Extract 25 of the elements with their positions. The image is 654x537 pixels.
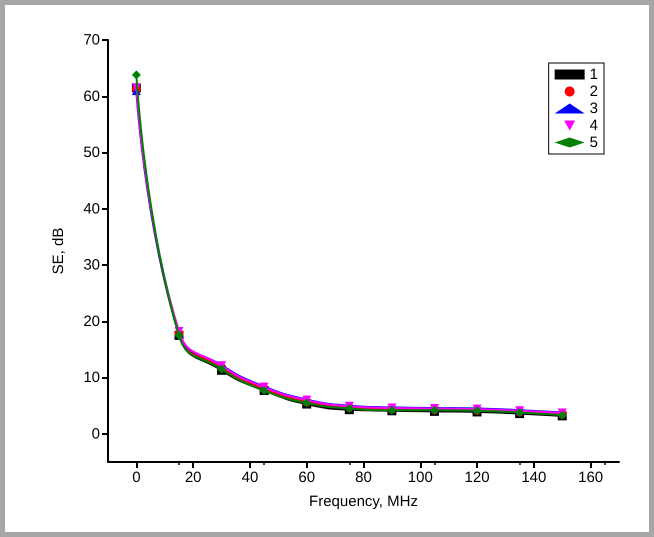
y-tick-label: 50 bbox=[83, 144, 100, 162]
x-tick-label: 140 bbox=[521, 469, 546, 486]
x-tick-label: 80 bbox=[355, 469, 372, 486]
x-tick-label: 40 bbox=[242, 469, 258, 486]
y-tick-label: 20 bbox=[83, 312, 100, 330]
x-tick-label: 0 bbox=[132, 469, 141, 486]
legend-label: 1 bbox=[590, 66, 598, 83]
y-tick-label: 60 bbox=[83, 88, 100, 105]
y-tick-label: 0 bbox=[92, 425, 100, 442]
y-tick-label: 10 bbox=[83, 369, 100, 386]
x-tick-label: 60 bbox=[298, 469, 316, 486]
x-tick-label: 160 bbox=[578, 469, 604, 486]
x-axis-title: Frequency, MHz bbox=[309, 493, 418, 510]
x-tick-label: 100 bbox=[408, 469, 433, 486]
point bbox=[132, 70, 141, 80]
legend-label: 3 bbox=[590, 100, 598, 117]
y-tick-label: 30 bbox=[83, 256, 100, 274]
y-tick-label: 70 bbox=[83, 32, 100, 48]
x-tick-label: 20 bbox=[184, 469, 202, 486]
legend-label: 5 bbox=[590, 134, 598, 151]
y-tick-label: 40 bbox=[83, 200, 100, 218]
legend-label: 4 bbox=[590, 117, 598, 134]
y-axis-title: SE, dB bbox=[50, 228, 67, 274]
x-tick-label: 120 bbox=[464, 469, 490, 486]
legend-label: 2 bbox=[590, 83, 598, 100]
